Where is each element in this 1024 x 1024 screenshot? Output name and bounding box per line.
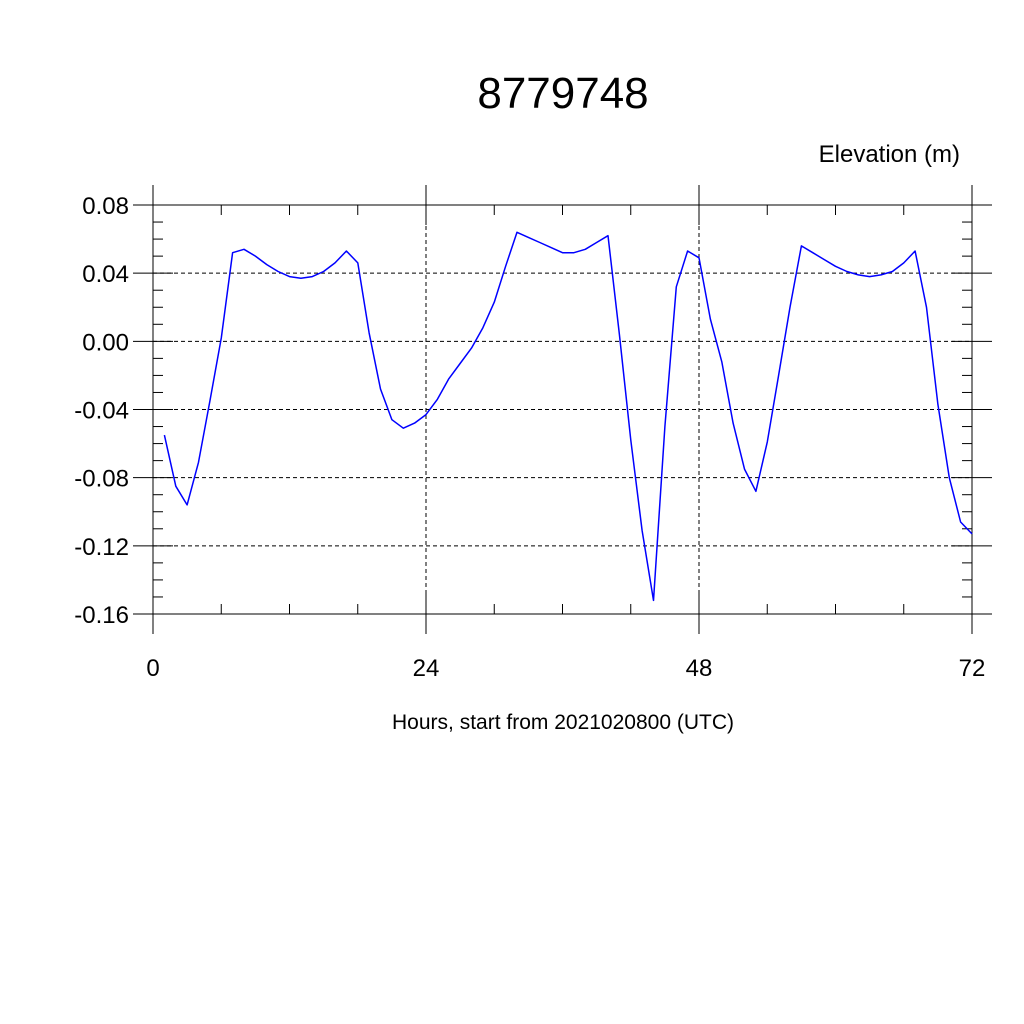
y-tick-label: -0.16 bbox=[74, 602, 129, 629]
y-tick-label: 0.04 bbox=[82, 261, 129, 288]
tick-labels: 0.08 0.04 0.00 -0.04 -0.08 -0.12 -0.16 0 24 48 72 bbox=[74, 193, 985, 682]
x-tick-label: 0 bbox=[146, 655, 159, 682]
series-layer bbox=[163, 231, 973, 602]
x-tick-label: 48 bbox=[686, 655, 713, 682]
y-tick-label: 0.00 bbox=[82, 329, 129, 356]
y-tick-label: -0.08 bbox=[74, 466, 129, 493]
chart-title: 8779748 bbox=[477, 69, 648, 118]
x-axis-label: Hours, start from 2021020800 (UTC) bbox=[392, 711, 734, 734]
x-tick-label: 24 bbox=[413, 655, 440, 682]
y-tick-label: -0.04 bbox=[74, 398, 129, 425]
y-axis-label: Elevation (m) bbox=[819, 141, 960, 168]
y-tick-label: 0.08 bbox=[82, 193, 129, 220]
y-tick-label: -0.12 bbox=[74, 534, 129, 561]
x-tick-label: 72 bbox=[959, 655, 986, 682]
axis-ticks bbox=[133, 185, 992, 634]
series-line bbox=[163, 231, 973, 602]
